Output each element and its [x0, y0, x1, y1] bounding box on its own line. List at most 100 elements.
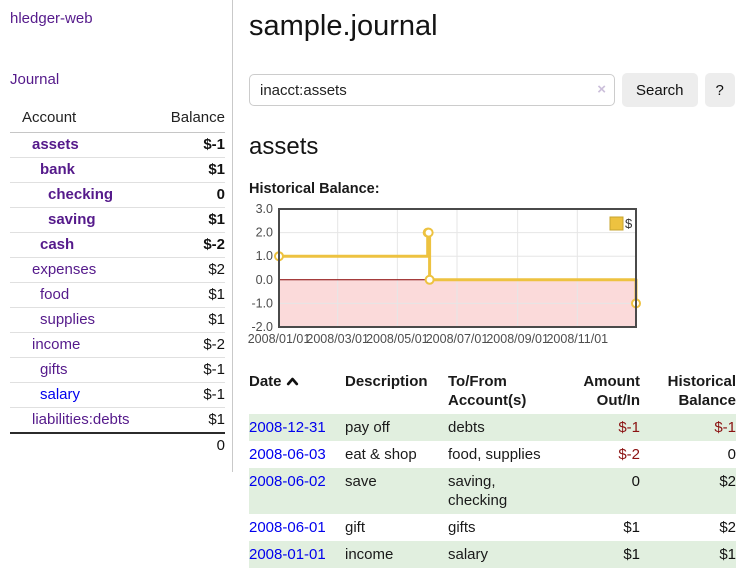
- sidebar-account-balance: $2: [148, 257, 225, 283]
- account-table-header: Account Balance: [10, 106, 225, 133]
- sidebar-account-balance: $1: [148, 207, 225, 233]
- transaction-date-link[interactable]: 2008-01-01: [249, 546, 326, 563]
- sidebar-account-balance: 0: [148, 182, 225, 208]
- transaction-amount: $-2: [618, 446, 640, 463]
- balance-column-header-main: Historical Balance: [667, 373, 736, 409]
- accounts-column-header: To/From Account(s): [448, 373, 527, 409]
- register-rows: 2008-12-31 pay off debts $-1 $-1 2008-06-03 ea…: [249, 414, 736, 568]
- clear-search-icon[interactable]: ×: [597, 81, 606, 98]
- date-column-header[interactable]: Date: [249, 370, 345, 414]
- sidebar-account-link-saving[interactable]: saving: [48, 211, 96, 228]
- sidebar-account-balance: $-2: [148, 332, 225, 358]
- register-table: Date Description To/From Account(s) Amou…: [249, 370, 736, 568]
- transaction-date-link[interactable]: 2008-12-31: [249, 419, 326, 436]
- sidebar-account-balance: $1: [148, 307, 225, 333]
- account-column-header: Account: [10, 106, 149, 133]
- amount-column-header: Amount Out/In: [583, 373, 640, 409]
- sidebar-account-balance: $-1: [148, 132, 225, 158]
- transaction-description: gift: [345, 519, 366, 536]
- sidebar-account-row: income $-2: [10, 332, 225, 358]
- data-point-marker[interactable]: [424, 274, 435, 285]
- transaction-balance: $1: [640, 541, 736, 568]
- chart-label: Historical Balance:: [249, 181, 380, 197]
- sidebar-account-row: saving $1: [10, 207, 225, 233]
- app-title-link[interactable]: hledger-web: [10, 10, 93, 27]
- page-title: sample.journal: [249, 10, 438, 42]
- legend-label: $: [625, 216, 633, 231]
- transaction-accounts: food, supplies: [448, 446, 541, 463]
- account-balance-table: Account Balance assets $-1 bank $1 checking 0…: [10, 106, 225, 458]
- transaction-description: eat & shop: [345, 446, 417, 463]
- y-axis-tick-label: 1.0: [256, 249, 273, 263]
- x-axis-tick-label: 2008/11/01: [546, 332, 608, 346]
- transaction-description: save: [345, 468, 448, 514]
- balance-column-header: Balance: [148, 106, 225, 133]
- sidebar-item-journal[interactable]: Journal: [10, 71, 60, 88]
- sidebar-account-row: salary $-1: [10, 382, 225, 408]
- transaction-description: income: [345, 541, 448, 568]
- y-axis-tick-label: 3.0: [256, 202, 273, 216]
- sidebar-account-link-gifts[interactable]: gifts: [40, 361, 68, 378]
- main-content: sample.journal × Search ? assets Histori…: [233, 0, 742, 568]
- sidebar-account-link-checking[interactable]: checking: [48, 186, 114, 203]
- sidebar-account-row: expenses $2: [10, 257, 225, 283]
- historical-balance-chart: 3.0 2.0 1.0 0.0 -1.0 -2.02008/01/012008/03/01…: [248, 202, 641, 346]
- sidebar-account-link-supplies[interactable]: supplies: [40, 311, 96, 328]
- description-column-header: Description: [345, 373, 428, 390]
- sidebar-account-balance: $-1: [148, 382, 225, 408]
- y-axis-tick-label: -2.0: [251, 320, 273, 334]
- transaction-accounts: saving, checking: [448, 468, 560, 514]
- transaction-date-link[interactable]: 2008-06-02: [249, 473, 326, 490]
- page: hledger-web Journal Account Balance asse…: [0, 0, 742, 568]
- register-row[interactable]: 2008-12-31 pay off debts $-1 $-1: [249, 414, 736, 441]
- register-row[interactable]: 2008-06-01 gift gifts $1 $2: [249, 514, 736, 541]
- date-header-label: Date: [249, 373, 282, 390]
- sidebar-account-row: food $1: [10, 282, 225, 308]
- sidebar-account-link-cash[interactable]: cash: [40, 236, 75, 253]
- sidebar-account-link-food[interactable]: food: [40, 286, 70, 303]
- sidebar-account-link-bank[interactable]: bank: [40, 161, 76, 178]
- register-row[interactable]: 2008-06-03 eat & shop food, supplies $-2 0: [249, 441, 736, 468]
- sidebar-account-link-expenses[interactable]: expenses: [32, 261, 97, 278]
- sidebar-account-row: assets $-1: [10, 132, 225, 158]
- sidebar-account-link-assets[interactable]: assets: [32, 136, 79, 153]
- transaction-balance: $-1: [640, 414, 736, 441]
- sidebar-account-link-income[interactable]: income: [32, 336, 81, 353]
- search-button[interactable]: Search: [622, 73, 698, 107]
- sidebar-account-link-liabilities-debts[interactable]: liabilities:debts: [32, 411, 130, 428]
- search-input-wrap: ×: [249, 74, 615, 106]
- register-row[interactable]: 2008-01-01 income salary $1 $1: [249, 541, 736, 568]
- sidebar-total-balance: 0: [216, 437, 225, 454]
- sidebar-account-row: gifts $-1: [10, 357, 225, 383]
- register-header-row: Date Description To/From Account(s) Amou…: [249, 370, 736, 414]
- register-row[interactable]: 2008-06-02 save saving, checking 0 $2: [249, 468, 736, 514]
- search-input[interactable]: [249, 74, 615, 106]
- account-heading: assets: [249, 133, 319, 160]
- sidebar-account-balance: $1: [148, 157, 225, 183]
- transaction-date-link[interactable]: 2008-06-01: [249, 519, 326, 536]
- transaction-amount: $1: [560, 541, 640, 568]
- transaction-amount: $1: [623, 519, 640, 536]
- sidebar-account-row: cash $-2: [10, 232, 225, 258]
- transaction-balance: 0: [727, 446, 736, 463]
- search-form: × Search ?: [249, 73, 736, 107]
- sidebar-total-row: 0: [10, 433, 225, 458]
- sidebar: hledger-web Journal Account Balance asse…: [0, 0, 233, 472]
- data-point-marker[interactable]: [423, 227, 434, 238]
- transaction-amount: 0: [560, 468, 640, 514]
- sidebar-account-row: bank $1: [10, 157, 225, 183]
- transaction-amount: $-1: [560, 414, 640, 441]
- sidebar-account-row: supplies $1: [10, 307, 225, 333]
- help-button[interactable]: ?: [704, 73, 735, 107]
- sidebar-account-rows: assets $-1 bank $1 checking 0 saving $1 cash $-2 e…: [10, 132, 225, 459]
- x-axis-tick-label: 2008/05/01: [366, 332, 429, 346]
- transaction-date-link[interactable]: 2008-06-03: [249, 446, 326, 463]
- x-axis-tick-label: 2008/03/01: [306, 332, 369, 346]
- sidebar-account-link-salary[interactable]: salary: [40, 386, 81, 403]
- sidebar-account-row: checking 0: [10, 182, 225, 208]
- transaction-balance: $2: [719, 519, 736, 536]
- x-axis-tick-label: 2008/07/01: [426, 332, 489, 346]
- chevron-up-icon: [286, 373, 299, 392]
- transaction-balance: $2: [640, 468, 736, 514]
- sidebar-account-balance: $-2: [148, 232, 225, 258]
